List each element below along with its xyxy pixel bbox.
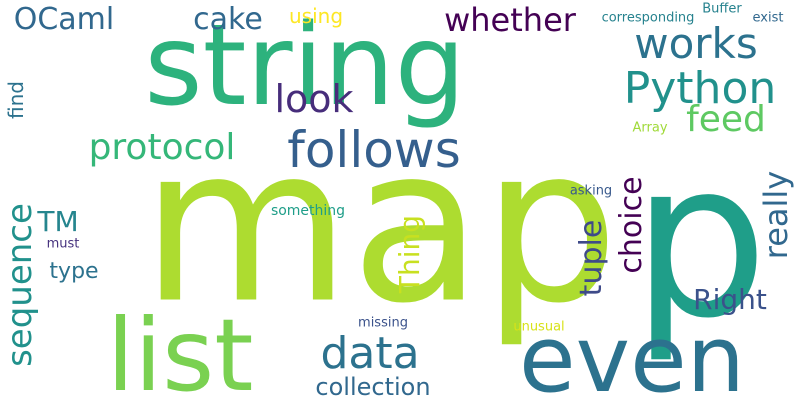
word-feed: feed xyxy=(686,99,766,140)
word-python: Python xyxy=(623,63,777,114)
word-really: really xyxy=(757,170,795,260)
word-map: map xyxy=(141,99,619,351)
word-cake: cake xyxy=(193,2,263,37)
word-works: works xyxy=(634,19,758,68)
word-using: using xyxy=(288,4,344,28)
word-p: p xyxy=(631,114,769,366)
word-buffer: Buffer xyxy=(702,1,742,17)
word-type: type xyxy=(49,259,99,284)
word-something: something xyxy=(270,203,346,219)
word-list: list xyxy=(106,297,254,400)
word-exist: exist xyxy=(752,10,784,26)
word-look: look xyxy=(274,77,354,121)
word-collection: collection xyxy=(315,373,431,400)
word-find: find xyxy=(4,81,28,119)
word-whether: whether xyxy=(444,1,576,39)
word-asking: asking xyxy=(569,183,613,199)
word-even: even xyxy=(519,306,745,400)
word-corresponding: corresponding xyxy=(601,10,695,26)
word-ocaml: OCaml xyxy=(13,2,115,37)
word-tm: TM xyxy=(37,205,79,238)
word-data: data xyxy=(320,328,420,379)
word-choice: choice xyxy=(614,176,649,274)
word-tuple: tuple xyxy=(574,219,609,297)
word-follows: follows xyxy=(287,121,461,179)
word-string: string xyxy=(144,1,466,131)
word-right: Right xyxy=(693,283,767,316)
word-protocol: protocol xyxy=(88,127,236,168)
word-missing: missing xyxy=(358,315,408,331)
word-sequence: sequence xyxy=(0,203,40,367)
word-must: must xyxy=(46,236,80,252)
word-array: Array xyxy=(632,120,668,136)
word-thing: Thing xyxy=(393,214,426,294)
word-unusual: unusual xyxy=(513,319,565,335)
